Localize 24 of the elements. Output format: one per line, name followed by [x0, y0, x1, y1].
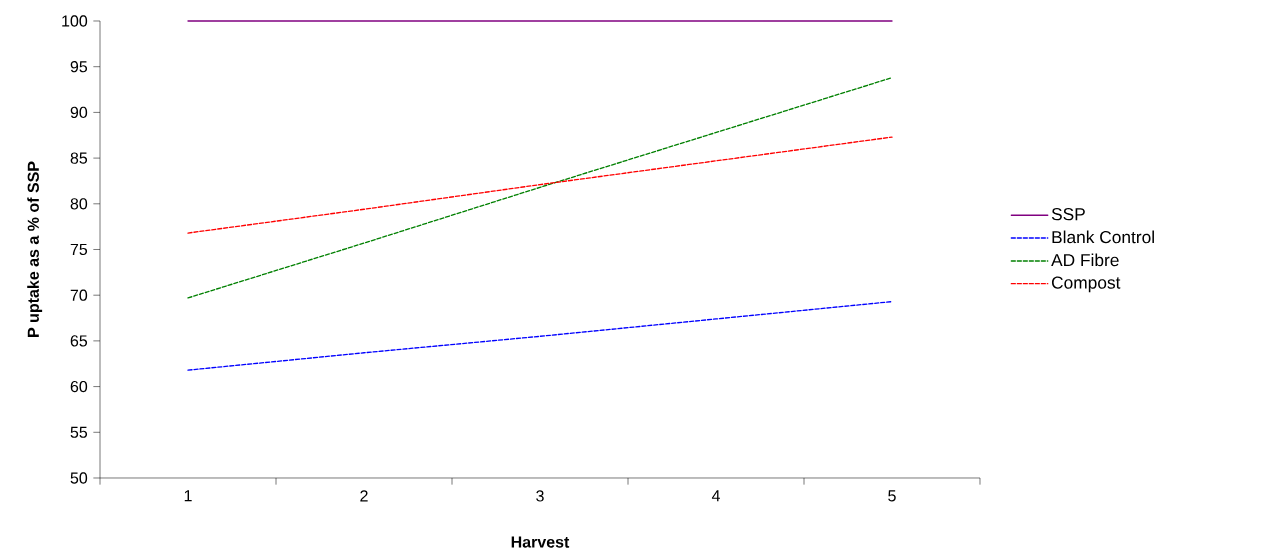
x-tick-label: 1 [184, 490, 192, 502]
line-series [187, 136, 893, 234]
y-tick-label: 100 [62, 15, 88, 27]
y-axis-title: P uptake as a % of SSP [27, 161, 43, 337]
y-tick-label: 80 [70, 198, 88, 210]
y-tick-label: 60 [70, 380, 88, 393]
x-tick-label: 4 [711, 490, 720, 502]
y-tick-label: 70 [70, 289, 88, 301]
y-tick-label: 65 [70, 335, 88, 347]
y-tick-label: 95 [70, 61, 88, 73]
y-tick-label: 75 [70, 243, 88, 256]
legend-label: AD Fibre [1051, 253, 1119, 267]
legend-label: SSP [1051, 208, 1085, 221]
y-tick-label: 85 [70, 152, 88, 164]
x-tick-label: 5 [888, 490, 896, 502]
legend-label: Compost [1051, 276, 1121, 293]
x-tick-label: 2 [360, 490, 368, 502]
y-tick-label: 55 [70, 426, 88, 438]
y-tick-label: 50 [70, 472, 88, 484]
line-series [187, 300, 893, 371]
x-axis-title: Harvest [511, 536, 570, 548]
legend-label: Blank Control [1052, 230, 1154, 244]
x-tick-label: 3 [536, 490, 544, 502]
y-tick-label: 90 [70, 106, 88, 119]
